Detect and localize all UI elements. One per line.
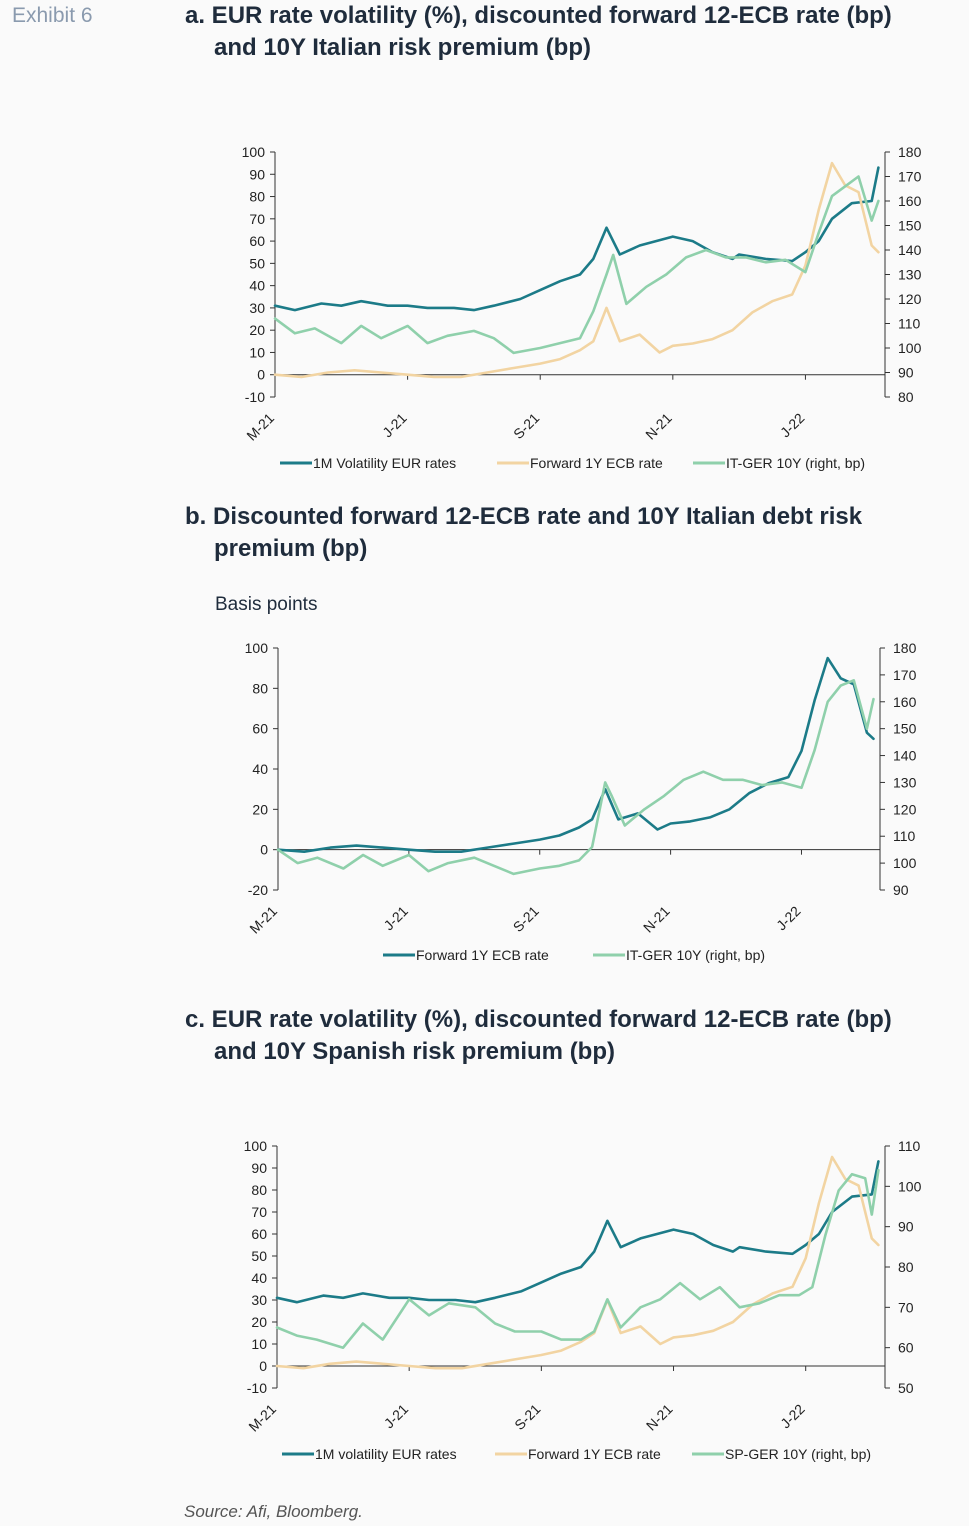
legend-label-2: Forward 1Y ECB rate xyxy=(528,1446,661,1462)
right-y-tick-label: 180 xyxy=(893,640,917,656)
right-y-tick-label: 140 xyxy=(898,242,922,258)
series-line-3 xyxy=(273,175,880,355)
series-line-2 xyxy=(275,1155,880,1370)
right-y-tick-label: 160 xyxy=(898,193,922,209)
legend-label-3: IT-GER 10Y (right, bp) xyxy=(726,455,865,471)
left-y-tick-label: 80 xyxy=(252,680,268,696)
left-y-tick-label: 0 xyxy=(259,1358,267,1374)
right-y-tick-label: 180 xyxy=(898,144,922,160)
right-y-tick-label: 80 xyxy=(898,389,914,405)
right-y-tick-label: 120 xyxy=(893,801,917,817)
chart-c: -10 0 10 20 30 40 50 60 70 80 90 100 50 60 70 80 90 100 11… xyxy=(244,1138,922,1462)
right-y-tick-label: 90 xyxy=(898,365,914,381)
chart-a: -10 0 10 20 30 40 50 60 70 80 90 100 80 90 100 110 120 13… xyxy=(242,144,922,471)
chart-a-title-line1: a. EUR rate volatility (%), discounted f… xyxy=(185,2,892,29)
chart-c-title-line2: and 10Y Spanish risk premium (bp) xyxy=(214,1038,615,1065)
chart-b-unit-label: Basis points xyxy=(215,594,318,615)
left-y-tick-label: 50 xyxy=(249,255,265,271)
left-y-tick-label: 100 xyxy=(244,1138,268,1154)
left-y-tick-label: 90 xyxy=(251,1160,267,1176)
legend-label-2: IT-GER 10Y (right, bp) xyxy=(626,947,765,963)
chart-b-title-line1: b. Discounted forward 12-ECB rate and 10… xyxy=(185,503,863,530)
left-y-tick-label: -10 xyxy=(247,1380,267,1396)
right-y-tick-label: 150 xyxy=(893,721,917,737)
left-y-tick-label: 10 xyxy=(251,1336,267,1352)
legend-label-2: Forward 1Y ECB rate xyxy=(530,455,663,471)
right-y-tick-label: 110 xyxy=(893,828,916,844)
left-y-tick-label: 10 xyxy=(249,344,265,360)
right-y-tick-label: 160 xyxy=(893,694,917,710)
left-y-tick-label: 60 xyxy=(252,721,268,737)
left-y-tick-label: 30 xyxy=(249,300,265,316)
x-tick-label: N-21 xyxy=(643,1401,676,1434)
left-y-tick-label: 30 xyxy=(251,1292,267,1308)
right-y-tick-label: 100 xyxy=(893,855,917,871)
left-y-tick-label: 80 xyxy=(251,1182,267,1198)
series-line-1 xyxy=(276,656,875,854)
right-y-tick-label: 170 xyxy=(898,169,922,185)
x-tick-label: S-21 xyxy=(511,1401,543,1433)
legend-label-1: Forward 1Y ECB rate xyxy=(416,947,549,963)
chart-c-title-line1: c. EUR rate volatility (%), discounted f… xyxy=(185,1006,892,1033)
x-tick-label: J-21 xyxy=(381,1401,412,1432)
left-y-tick-label: 60 xyxy=(251,1226,267,1242)
right-y-tick-label: 130 xyxy=(893,774,917,790)
right-y-tick-label: 120 xyxy=(898,291,922,307)
right-y-tick-label: 100 xyxy=(898,340,922,356)
x-tick-label: M-21 xyxy=(245,1401,279,1435)
left-y-tick-label: 90 xyxy=(249,166,265,182)
left-y-tick-label: 50 xyxy=(251,1248,267,1264)
left-y-tick-label: 100 xyxy=(242,144,266,160)
series-line-3 xyxy=(275,1168,880,1349)
x-tick-label: J-22 xyxy=(777,1401,808,1432)
exhibit-label: Exhibit 6 xyxy=(12,4,93,27)
chart-a-title: a. EUR rate volatility (%), discounted f… xyxy=(185,0,892,64)
left-y-tick-label: 40 xyxy=(251,1270,267,1286)
left-y-tick-label: -20 xyxy=(248,882,268,898)
right-y-tick-label: 60 xyxy=(898,1340,914,1356)
left-y-tick-label: 40 xyxy=(252,761,268,777)
series-line-1 xyxy=(275,1160,880,1304)
chart-b: -20 0 20 40 60 80 100 90 100 110 120 130 140 150 160 17… xyxy=(245,640,917,963)
left-y-tick-label: 20 xyxy=(252,801,268,817)
left-y-tick-label: 60 xyxy=(249,233,265,249)
left-y-tick-label: 70 xyxy=(249,211,265,227)
right-y-tick-label: 90 xyxy=(893,882,909,898)
left-y-tick-label: 40 xyxy=(249,278,265,294)
left-y-tick-label: 0 xyxy=(260,842,268,858)
left-y-tick-label: 20 xyxy=(251,1314,267,1330)
series-line-2 xyxy=(273,161,880,379)
chart-c-title: c. EUR rate volatility (%), discounted f… xyxy=(185,1004,892,1068)
legend-label-1: 1M volatility EUR rates xyxy=(315,1446,457,1462)
right-y-tick-label: 110 xyxy=(898,316,921,332)
right-y-tick-label: 100 xyxy=(898,1178,922,1194)
right-y-tick-label: 70 xyxy=(898,1299,914,1315)
right-y-tick-label: 130 xyxy=(898,267,922,283)
left-y-tick-label: 100 xyxy=(245,640,269,656)
left-y-tick-label: 80 xyxy=(249,189,265,205)
legend-label-1: 1M Volatility EUR rates xyxy=(313,455,456,471)
chart-b-title-line2: premium (bp) xyxy=(214,535,368,562)
left-y-tick-label: 20 xyxy=(249,322,265,338)
right-y-tick-label: 80 xyxy=(898,1259,914,1275)
series-line-2 xyxy=(276,678,875,876)
right-y-tick-label: 170 xyxy=(893,667,917,683)
right-y-tick-label: 150 xyxy=(898,218,922,234)
left-y-tick-label: -10 xyxy=(245,389,265,405)
chart-a-title-line2: and 10Y Italian risk premium (bp) xyxy=(214,34,591,61)
series-line-1 xyxy=(273,166,880,312)
left-y-tick-label: 0 xyxy=(257,367,265,383)
right-y-tick-label: 50 xyxy=(898,1380,914,1396)
legend-label-3: SP-GER 10Y (right, bp) xyxy=(725,1446,871,1462)
source-note: Source: Afi, Bloomberg. xyxy=(184,1502,363,1521)
right-y-tick-label: 90 xyxy=(898,1219,914,1235)
right-y-tick-label: 140 xyxy=(893,748,917,764)
right-y-tick-label: 110 xyxy=(898,1138,921,1154)
left-y-tick-label: 70 xyxy=(251,1204,267,1220)
chart-b-title: b. Discounted forward 12-ECB rate and 10… xyxy=(185,501,862,565)
